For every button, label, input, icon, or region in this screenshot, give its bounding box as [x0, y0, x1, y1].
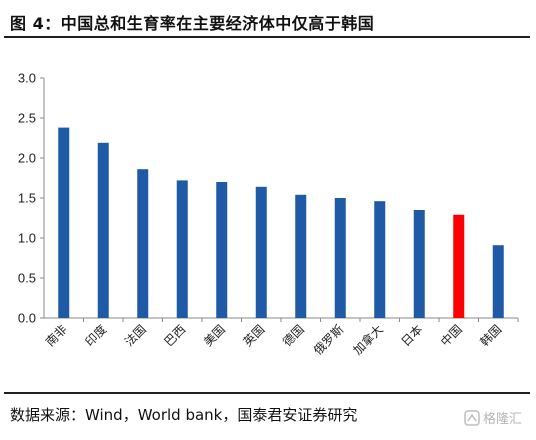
bar — [334, 198, 346, 318]
category-label: 印度 — [82, 322, 110, 350]
bar — [374, 201, 386, 318]
y-tick-label: 2.5 — [18, 111, 36, 126]
bars — [58, 127, 504, 318]
y-axis: 0.0 0.5 1.0 1.5 2.0 2.5 3.0 — [18, 71, 45, 326]
bar — [97, 142, 109, 318]
title-bar: 图 4：中国总和生育率在主要经济体中仅高于韩国 — [4, 6, 530, 38]
category-label: 加拿大 — [350, 322, 386, 358]
bar — [492, 245, 504, 318]
bar — [453, 214, 465, 318]
watermark: 格隆汇 — [464, 408, 522, 427]
category-label: 中国 — [437, 322, 465, 350]
watermark-text: 格隆汇 — [482, 412, 522, 427]
category-label: 巴西 — [161, 322, 188, 349]
y-tick-label: 0.0 — [18, 311, 36, 326]
y-tick-label: 1.0 — [18, 231, 36, 246]
category-labels: 南非 印度 法国 巴西 美国 英国 德国 俄罗斯 加拿大 日本 中国 韩国 — [42, 322, 504, 358]
category-label: 德国 — [279, 322, 307, 350]
bar — [295, 194, 307, 318]
bar — [58, 127, 70, 318]
watermark-logo-icon — [464, 409, 480, 426]
bar — [255, 186, 267, 318]
y-tick-label: 0.5 — [18, 271, 36, 286]
category-label: 英国 — [240, 322, 267, 349]
category-label: 韩国 — [477, 322, 505, 350]
bar — [216, 182, 228, 318]
chart-title: 图 4：中国总和生育率在主要经济体中仅高于韩国 — [10, 14, 375, 33]
category-label: 美国 — [201, 322, 228, 349]
bar-chart: 0.0 0.5 1.0 1.5 2.0 2.5 3.0 南非 印度 法国 巴西 美国 英国 德国 俄罗斯加… — [18, 71, 519, 358]
category-label: 日本 — [398, 322, 425, 349]
category-label: 法国 — [122, 322, 149, 349]
source-bar: 数据来源：Wind，World bank，国泰君安证券研究 格隆汇 — [4, 392, 530, 438]
source-note: 数据来源：Wind，World bank，国泰君安证券研究 — [10, 406, 358, 424]
y-tick-label: 3.0 — [18, 71, 36, 86]
y-tick-label: 1.5 — [18, 191, 36, 206]
bar — [137, 169, 149, 318]
category-label: 俄罗斯 — [311, 322, 346, 357]
x-axis — [44, 317, 519, 322]
bar — [176, 180, 188, 318]
y-tick-label: 2.0 — [18, 151, 36, 166]
bar — [413, 210, 425, 318]
category-label: 南非 — [42, 322, 70, 350]
